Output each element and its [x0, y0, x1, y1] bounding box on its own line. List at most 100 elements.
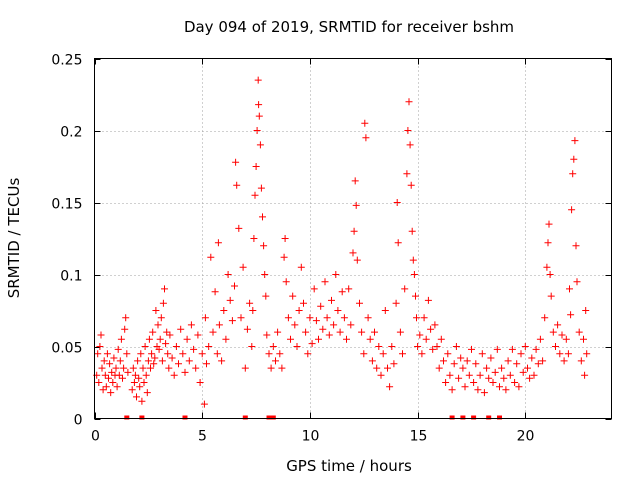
- data-point: [281, 235, 289, 242]
- data-point: [375, 343, 383, 350]
- zero-point: [449, 415, 455, 420]
- data-point: [408, 227, 416, 235]
- data-point: [388, 343, 396, 350]
- data-point: [116, 357, 124, 365]
- data-point: [583, 350, 591, 358]
- data-point: [152, 307, 160, 314]
- data-point: [255, 101, 263, 109]
- data-point: [409, 256, 417, 264]
- data-point: [338, 288, 346, 296]
- data-point: [154, 321, 162, 329]
- data-point: [103, 350, 111, 358]
- y-tick-label: 0.2: [60, 125, 82, 141]
- data-point: [261, 271, 269, 278]
- data-point: [122, 314, 130, 322]
- zero-point: [270, 415, 276, 420]
- data-point: [190, 345, 198, 353]
- zero-point: [182, 415, 188, 420]
- data-point: [446, 371, 454, 379]
- data-point: [142, 371, 150, 379]
- data-point: [101, 371, 109, 379]
- data-point: [530, 371, 538, 379]
- data-point: [134, 357, 142, 365]
- data-point: [556, 350, 564, 358]
- data-point: [528, 354, 536, 362]
- data-point: [405, 98, 413, 106]
- data-point: [566, 285, 573, 293]
- data-point: [410, 271, 418, 278]
- y-tick-label: 0.05: [51, 341, 82, 357]
- data-point: [251, 191, 259, 199]
- data-point: [524, 364, 531, 372]
- data-point: [170, 371, 178, 379]
- data-point: [396, 328, 404, 336]
- data-point: [205, 343, 213, 350]
- data-point: [150, 360, 158, 368]
- data-point: [433, 343, 441, 350]
- data-point: [95, 379, 103, 386]
- y-tick-label: 0.15: [51, 197, 82, 213]
- data-point: [168, 354, 176, 362]
- chart-title: Day 094 of 2019, SRMTID for receiver bsh…: [184, 18, 514, 36]
- data-point: [100, 357, 108, 365]
- data-point: [493, 345, 501, 353]
- data-point: [94, 350, 102, 358]
- y-tick-label: 0.1: [60, 269, 82, 285]
- axis-ticks: 0 5 10 15 20 0 0.05 0.1 0.15 0.2 0.25: [51, 53, 612, 445]
- data-point: [406, 141, 414, 149]
- data-point: [119, 374, 126, 382]
- data-point: [420, 314, 428, 322]
- data-point: [504, 357, 512, 365]
- data-point: [536, 335, 544, 343]
- data-point: [297, 263, 305, 271]
- plot-frame: [94, 58, 612, 419]
- data-point: [377, 371, 385, 379]
- data-point: [424, 296, 432, 304]
- data-point: [263, 331, 271, 339]
- data-point: [123, 350, 131, 358]
- data-point: [157, 314, 165, 322]
- data-point: [139, 364, 147, 372]
- data-point: [437, 335, 445, 343]
- data-point: [237, 314, 245, 322]
- zero-point: [460, 415, 466, 420]
- data-point: [306, 314, 314, 322]
- data-point: [368, 357, 376, 365]
- data-point: [194, 331, 202, 339]
- data-point: [252, 163, 260, 170]
- data-point: [181, 368, 189, 376]
- data-point: [235, 224, 243, 232]
- data-point: [319, 325, 327, 333]
- data-point: [282, 278, 290, 286]
- data-point: [108, 368, 116, 376]
- data-point: [572, 242, 580, 250]
- data-point: [196, 379, 204, 386]
- data-point: [114, 345, 122, 353]
- data-point: [211, 288, 219, 296]
- data-point: [293, 343, 301, 350]
- data-point: [491, 368, 499, 376]
- data-point: [418, 350, 426, 358]
- zero-point: [139, 415, 145, 420]
- data-point: [177, 325, 185, 333]
- data-point: [198, 350, 206, 358]
- data-point: [129, 364, 137, 372]
- data-point: [468, 345, 475, 353]
- data-point: [508, 345, 516, 353]
- data-point: [220, 307, 228, 314]
- data-point: [183, 335, 191, 343]
- data-point: [232, 158, 240, 166]
- zero-point: [124, 415, 130, 420]
- data-point: [166, 331, 174, 339]
- data-point: [577, 357, 585, 365]
- data-point: [399, 350, 406, 358]
- data-point: [487, 354, 495, 362]
- data-point: [164, 350, 172, 358]
- data-point: [113, 383, 121, 391]
- data-point: [269, 343, 277, 350]
- data-point: [253, 127, 261, 134]
- data-point: [312, 317, 320, 325]
- data-point: [465, 371, 473, 379]
- data-point: [107, 389, 115, 397]
